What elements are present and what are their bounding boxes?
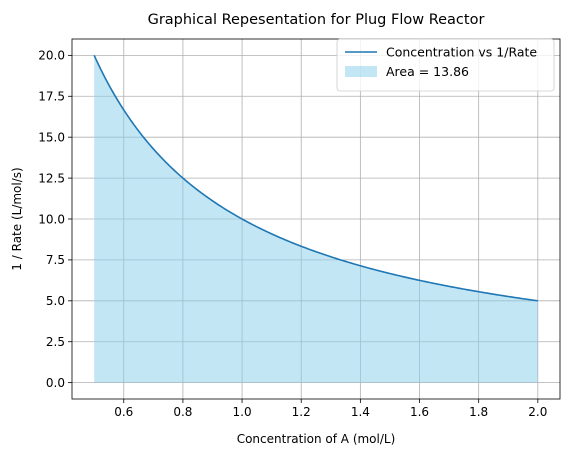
y-tick-label: 0.0	[46, 376, 65, 390]
x-tick-label: 2.0	[528, 405, 547, 419]
x-axis-label: Concentration of A (mol/L)	[237, 432, 396, 446]
legend-box	[336, 38, 555, 92]
legend-area-swatch	[345, 66, 377, 77]
y-tick-label: 20.0	[38, 49, 65, 63]
y-tick-label: 5.0	[46, 294, 65, 308]
legend-line-label: Concentration vs 1/Rate	[386, 45, 537, 60]
y-tick-label: 10.0	[38, 212, 65, 226]
x-tick-label: 1.6	[410, 405, 429, 419]
y-axis-label: 1 / Rate (L/mol/s)	[10, 167, 24, 270]
y-tick-label: 2.5	[46, 335, 65, 349]
x-tick-label: 0.6	[114, 405, 133, 419]
y-tick-label: 12.5	[38, 171, 65, 185]
y-tick-label: 17.5	[38, 90, 65, 104]
legend-area-label: Area = 13.86	[386, 64, 469, 79]
y-tick-label: 7.5	[46, 253, 65, 267]
x-tick-label: 1.4	[351, 405, 370, 419]
x-tick-label: 1.0	[233, 405, 252, 419]
y-tick-label: 15.0	[38, 130, 65, 144]
x-tick-label: 0.8	[173, 405, 192, 419]
concentration-vs-rate-line	[93, 55, 538, 302]
x-tick-label: 1.2	[292, 405, 311, 419]
legend: Concentration vs 1/Rate Area = 13.86	[336, 38, 555, 92]
area-under-curve	[94, 55, 538, 383]
axis-ticks: 0.6 0.8 1.0 1.2 1.4 1.6 1.8 2.0 0.0 2.5 5.0 7.5 10.0…	[38, 49, 547, 419]
x-tick-label: 1.8	[469, 405, 488, 419]
chart-title: Graphical Repesentation for Plug Flow Re…	[148, 12, 485, 28]
